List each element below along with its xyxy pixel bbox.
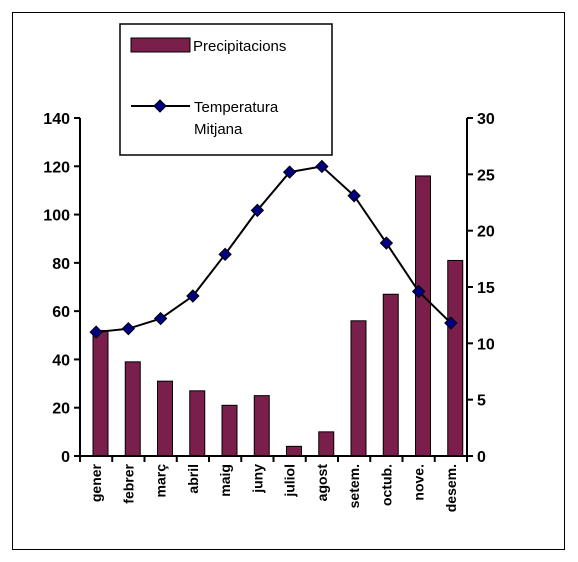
bar-setem. (350, 320, 367, 457)
x-tick-label: setem. (346, 464, 362, 508)
temperature-point-agost (315, 159, 329, 174)
right-tick-label: 0 (477, 449, 486, 466)
bar-agost (318, 431, 335, 457)
temperature-point-abril (186, 289, 200, 303)
legend-label-line: Mitjana (194, 121, 243, 138)
left-tick-label: 0 (61, 449, 70, 466)
bar-maig (221, 404, 238, 457)
right-tick-label: 25 (477, 167, 495, 184)
temperature-point-desem. (444, 316, 458, 330)
temperature-point-nove. (411, 284, 426, 299)
bar-octub. (382, 293, 399, 457)
temperature-point-maig (218, 247, 232, 262)
left-tick-label: 20 (52, 401, 70, 418)
bar-abril (189, 390, 206, 457)
x-tick-label: maig (217, 464, 233, 497)
x-tick-label: desem. (443, 464, 459, 512)
left-tick-label: 80 (52, 256, 70, 273)
legend-label-temperatura: Temperatura Mitjana (194, 99, 279, 138)
left-tick-label: 100 (43, 208, 70, 225)
temperature-point-juliol (282, 165, 297, 179)
legend-marker-temperatura (153, 99, 167, 113)
chart-frame (12, 12, 565, 550)
temperature-point-octub. (379, 236, 394, 250)
temperature-line (89, 159, 458, 339)
temperature-point-setem. (347, 189, 361, 203)
legend: Precipitacions Temperatura Mitjana (119, 23, 333, 156)
right-tick-label: 30 (477, 111, 495, 128)
bar-febrer (124, 361, 141, 457)
temperature-point-març (153, 311, 168, 326)
legend-label-line: Temperatura (194, 99, 279, 116)
temperature-polyline (96, 165, 452, 334)
right-tick-label: 5 (477, 393, 486, 410)
bar-desem. (447, 259, 464, 457)
x-tick-label: juliol (282, 464, 298, 498)
right-tick-label: 15 (477, 280, 495, 297)
x-tick-label: juny (249, 464, 265, 494)
temperature-point-juny (250, 203, 265, 218)
bar-març (157, 380, 173, 457)
bar-gener (92, 329, 109, 457)
bar-nove. (415, 175, 431, 457)
left-tick-label: 140 (43, 111, 70, 128)
right-tick-label: 10 (477, 336, 495, 353)
x-tick-label: febrer (120, 463, 136, 503)
bar-juliol (286, 445, 302, 457)
left-tick-label: 40 (52, 352, 70, 369)
x-tick-label: gener (88, 463, 104, 502)
x-tick-label: abril (185, 464, 201, 494)
temperature-point-febrer (121, 321, 136, 336)
precipitation-bars (92, 175, 464, 457)
left-tick-label: 60 (52, 304, 70, 321)
x-tick-label: març (153, 464, 169, 498)
legend-label-precipitacions: Precipitacions (193, 38, 286, 55)
temperature-point-gener (89, 325, 103, 339)
x-tick-label: agost (314, 464, 330, 502)
right-tick-label: 20 (477, 224, 495, 241)
bar-juny (253, 395, 270, 457)
axes: 0 20 40 60 80 100 120 140 0 5 10 15 20 25 30 gener febre… (43, 111, 495, 512)
legend-swatch-precipitacions (130, 37, 191, 53)
left-tick-label: 120 (43, 159, 70, 176)
x-tick-label: nove. (411, 464, 427, 501)
x-tick-label: octub. (378, 464, 394, 506)
